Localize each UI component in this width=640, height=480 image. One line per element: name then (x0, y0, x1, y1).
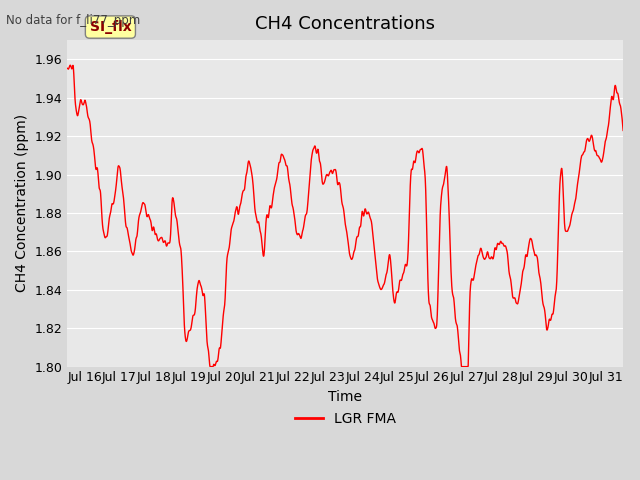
Title: CH4 Concentrations: CH4 Concentrations (255, 15, 435, 33)
Legend: LGR FMA: LGR FMA (289, 407, 401, 432)
Y-axis label: CH4 Concentration (ppm): CH4 Concentration (ppm) (15, 114, 29, 292)
Text: SI_flx: SI_flx (90, 20, 131, 34)
X-axis label: Time: Time (328, 390, 362, 404)
Text: No data for f_li77_ppm: No data for f_li77_ppm (6, 14, 141, 27)
